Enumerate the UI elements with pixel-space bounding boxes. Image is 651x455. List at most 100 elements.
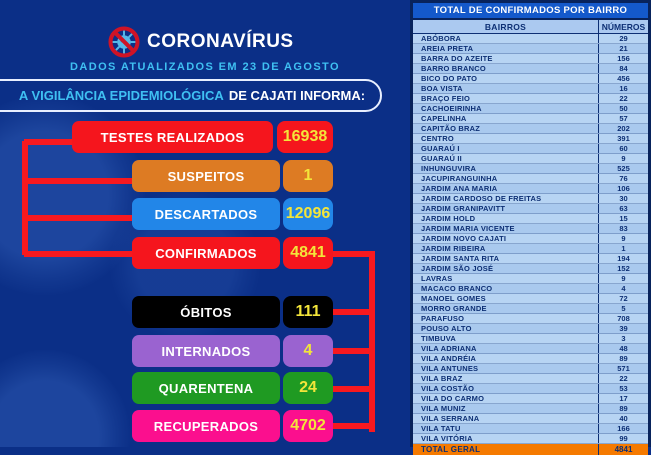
table-row: POUSO ALTO 39 xyxy=(413,324,648,334)
bairro-name: MORRO GRANDE xyxy=(421,304,487,313)
bairro-name: BICO DO PATO xyxy=(421,74,478,83)
bairro-name: MACACO BRANCO xyxy=(421,284,493,293)
table-row: ABÓBORA 29 xyxy=(413,34,648,44)
bairro-count: 166 xyxy=(598,424,648,433)
stat-label: TESTES REALIZADOS xyxy=(72,121,273,153)
bairro-name: VILA ADRIANA xyxy=(421,344,477,353)
bairro-name: CAPELINHA xyxy=(421,114,467,123)
bairro-count: 391 xyxy=(598,134,648,143)
stat-value: 4 xyxy=(283,335,333,367)
bairro-name: VILA SERRANA xyxy=(421,414,480,423)
bairro-name: VILA VITÓRIA xyxy=(421,434,473,443)
bairro-count: 39 xyxy=(598,324,648,333)
bairro-rows: ABÓBORA 29 AREIA PRETA 21 BARRA DO AZEIT… xyxy=(413,34,648,444)
bairro-count: 53 xyxy=(598,384,648,393)
connector-line xyxy=(333,309,373,315)
bairro-count: 156 xyxy=(598,54,648,63)
table-row: BOA VISTA 16 xyxy=(413,84,648,94)
bairro-count: 63 xyxy=(598,204,648,213)
bairro-count: 152 xyxy=(598,264,648,273)
bairro-count: 29 xyxy=(598,34,648,43)
bairro-count: 48 xyxy=(598,344,648,353)
bairro-count: 99 xyxy=(598,434,648,443)
stat-value: 4702 xyxy=(283,410,333,442)
stat-value: 12096 xyxy=(283,198,333,230)
bairro-count: 16 xyxy=(598,84,648,93)
bairro-name: JARDIM HOLD xyxy=(421,214,476,223)
bairro-count: 202 xyxy=(598,124,648,133)
table-row: JARDIM NOVO CAJATI 9 xyxy=(413,234,648,244)
column-header-bairros: BAIRROS xyxy=(484,21,527,32)
bairro-count: 40 xyxy=(598,414,648,423)
stat-value: 4841 xyxy=(283,237,333,269)
bairro-name: VILA TATU xyxy=(421,424,461,433)
stat-label: QUARENTENA xyxy=(132,372,280,404)
bairro-name: ABÓBORA xyxy=(421,34,462,43)
table-row: JACUPIRANGUINHA 76 xyxy=(413,174,648,184)
table-row: AREIA PRETA 21 xyxy=(413,44,648,54)
bairro-name: BARRO BRANCO xyxy=(421,64,486,73)
no-virus-icon xyxy=(108,26,140,58)
table-row: JARDIM SÃO JOSÉ 152 xyxy=(413,264,648,274)
bairro-count: 9 xyxy=(598,154,648,163)
column-header-numeros: NÚMEROS xyxy=(598,20,648,33)
table-row: CAPELINHA 57 xyxy=(413,114,648,124)
table-row: JARDIM HOLD 15 xyxy=(413,214,648,224)
banner-highlight-text: A VIGILÂNCIA EPIDEMIOLÓGICA xyxy=(18,88,224,103)
stat-value: 1 xyxy=(283,160,333,192)
bairro-count: 76 xyxy=(598,174,648,183)
table-row: VILA ADRIANA 48 xyxy=(413,344,648,354)
table-title: TOTAL DE CONFIRMADOS POR BAIRRO xyxy=(413,3,648,18)
connector-line xyxy=(333,423,375,429)
bairro-name: JARDIM GRANIPAVITT xyxy=(421,204,506,213)
bairro-name: AREIA PRETA xyxy=(421,44,474,53)
bairro-name: JARDIM RIBEIRA xyxy=(421,244,486,253)
bairro-count: 72 xyxy=(598,294,648,303)
table-row: VILA ANDRÉIA 89 xyxy=(413,354,648,364)
bairro-count: 15 xyxy=(598,214,648,223)
table-row: BARRA DO AZEITE 156 xyxy=(413,54,648,64)
connector-line xyxy=(333,386,373,392)
table-row: LAVRAS 9 xyxy=(413,274,648,284)
bairro-name: GUARAÚ II xyxy=(421,154,462,163)
table-row: VILA TATU 166 xyxy=(413,424,648,434)
table-row: MORRO GRANDE 5 xyxy=(413,304,648,314)
total-label: TOTAL GERAL xyxy=(421,445,481,454)
bairro-name: JARDIM NOVO CAJATI xyxy=(421,234,507,243)
stat-label: DESCARTADOS xyxy=(132,198,280,230)
bairro-name: VILA DO CARMO xyxy=(421,394,485,403)
table-row: JARDIM RIBEIRA 1 xyxy=(413,244,648,254)
table-row: VILA MUNIZ 89 xyxy=(413,404,648,414)
bairro-count: 525 xyxy=(598,164,648,173)
bairro-count: 9 xyxy=(598,274,648,283)
table-row: JARDIM GRANIPAVITT 63 xyxy=(413,204,648,214)
bairro-name: CACHOEIRINHA xyxy=(421,104,482,113)
bairro-name: VILA COSTÃO xyxy=(421,384,475,393)
bairro-count: 5 xyxy=(598,304,648,313)
bairro-name: MANOEL GOMES xyxy=(421,294,486,303)
table-row: VILA ANTUNES 571 xyxy=(413,364,648,374)
stat-value: 111 xyxy=(283,296,333,328)
connector-line xyxy=(24,215,134,221)
bairro-count: 60 xyxy=(598,144,648,153)
connector-line xyxy=(333,251,375,257)
bairro-count: 456 xyxy=(598,74,648,83)
table-row: VILA SERRANA 40 xyxy=(413,414,648,424)
bairro-count: 571 xyxy=(598,364,648,373)
table-row: BICO DO PATO 456 xyxy=(413,74,648,84)
stat-label: RECUPERADOS xyxy=(132,410,280,442)
table-row: BRAÇO FEIO 22 xyxy=(413,94,648,104)
table-row: VILA COSTÃO 53 xyxy=(413,384,648,394)
bairro-count: 89 xyxy=(598,404,648,413)
bairro-name: JARDIM CARDOSO DE FREITAS xyxy=(421,194,542,203)
connector-line xyxy=(22,141,28,255)
bairro-name: TIMBUVA xyxy=(421,334,457,343)
connector-line xyxy=(24,251,134,257)
bairro-count: 194 xyxy=(598,254,648,263)
bairro-name: CENTRO xyxy=(421,134,454,143)
table-row: GUARAÚ II 9 xyxy=(413,154,648,164)
table-row: CAPITÃO BRAZ 202 xyxy=(413,124,648,134)
table-row: MANOEL GOMES 72 xyxy=(413,294,648,304)
bairro-name: JARDIM MARIA VICENTE xyxy=(421,224,515,233)
bairro-count: 84 xyxy=(598,64,648,73)
